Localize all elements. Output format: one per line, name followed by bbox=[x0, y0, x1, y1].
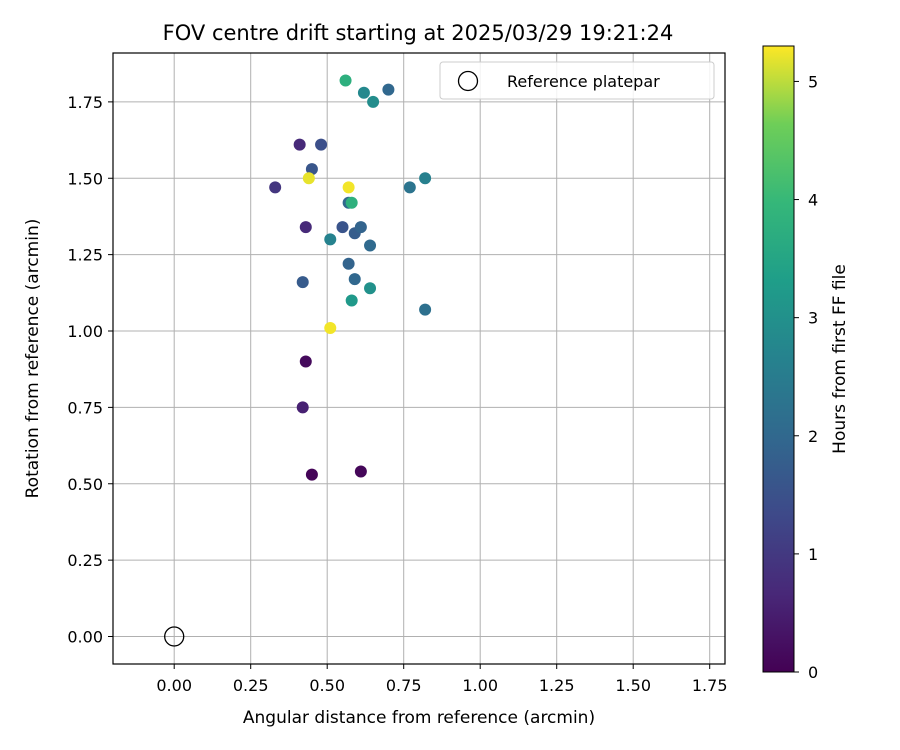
data-point bbox=[305, 163, 318, 176]
data-point bbox=[299, 221, 312, 234]
data-point bbox=[419, 172, 432, 185]
colorbar-ticks: 0 1 2 3 4 5 bbox=[794, 72, 818, 682]
x-tick-label: 0.75 bbox=[386, 676, 422, 695]
y-tick-label: 1.25 bbox=[67, 246, 103, 265]
grid-layer bbox=[113, 53, 725, 664]
data-point bbox=[367, 95, 380, 108]
data-point bbox=[345, 196, 358, 209]
colorbar-tick-label: 1 bbox=[808, 545, 818, 564]
data-point bbox=[342, 181, 355, 194]
legend-marker-reference bbox=[457, 70, 479, 92]
data-point bbox=[364, 239, 377, 252]
data-point bbox=[305, 468, 318, 481]
colorbar-tick-label: 3 bbox=[808, 309, 818, 328]
colorbar-tick-label: 2 bbox=[808, 427, 818, 446]
data-point bbox=[336, 221, 349, 234]
data-point bbox=[354, 465, 367, 478]
plot-frame bbox=[112, 52, 726, 665]
points-layer bbox=[164, 74, 432, 647]
data-point bbox=[269, 181, 282, 194]
y-tick-label: 0.75 bbox=[67, 398, 103, 417]
data-point bbox=[296, 276, 309, 289]
colorbar-tick-label: 5 bbox=[808, 72, 818, 91]
x-tick-label: 1.00 bbox=[462, 676, 498, 695]
data-point bbox=[293, 138, 306, 151]
tick-layer: 0.00 0.25 0.50 0.75 1.00 1.25 1.50 1.75 0.00 0.25… bbox=[67, 93, 727, 695]
chart-title: FOV centre drift starting at 2025/03/29 … bbox=[163, 21, 674, 45]
data-point bbox=[382, 83, 395, 96]
legend-label-reference: Reference platepar bbox=[507, 72, 660, 91]
data-point bbox=[357, 86, 370, 99]
data-point bbox=[339, 74, 352, 87]
y-axis-label: Rotation from reference (arcmin) bbox=[23, 219, 43, 499]
data-point bbox=[364, 282, 377, 295]
y-tick-label: 1.75 bbox=[67, 93, 103, 112]
y-tick-label: 1.50 bbox=[67, 169, 103, 188]
y-tick-label: 0.00 bbox=[67, 628, 103, 647]
legend-frame bbox=[439, 61, 715, 100]
data-point bbox=[342, 257, 355, 270]
data-point bbox=[324, 233, 337, 246]
legend: Reference platepar bbox=[439, 61, 715, 100]
y-tick-label: 0.50 bbox=[67, 475, 103, 494]
data-point bbox=[345, 294, 358, 307]
x-tick-label: 1.75 bbox=[692, 676, 728, 695]
data-point bbox=[302, 172, 315, 185]
colorbar bbox=[762, 45, 795, 673]
data-point bbox=[315, 138, 328, 151]
x-tick-label: 0.50 bbox=[309, 676, 345, 695]
colorbar-label: Hours from first FF file bbox=[830, 264, 850, 454]
data-point bbox=[299, 355, 312, 368]
x-tick-label: 0.00 bbox=[156, 676, 192, 695]
x-axis-label: Angular distance from reference (arcmin) bbox=[243, 708, 595, 728]
data-point bbox=[324, 321, 337, 334]
x-tick-label: 1.50 bbox=[615, 676, 651, 695]
colorbar-tick-label: 4 bbox=[808, 191, 818, 210]
data-point bbox=[419, 303, 432, 316]
reference-point bbox=[164, 626, 185, 647]
data-point bbox=[403, 181, 416, 194]
data-point bbox=[296, 401, 309, 414]
data-point bbox=[354, 221, 367, 234]
colorbar-tick-label: 0 bbox=[808, 663, 818, 682]
data-point bbox=[348, 273, 361, 286]
y-tick-label: 1.00 bbox=[67, 322, 103, 341]
y-tick-label: 0.25 bbox=[67, 551, 103, 570]
x-tick-label: 0.25 bbox=[233, 676, 269, 695]
x-tick-label: 1.25 bbox=[539, 676, 575, 695]
